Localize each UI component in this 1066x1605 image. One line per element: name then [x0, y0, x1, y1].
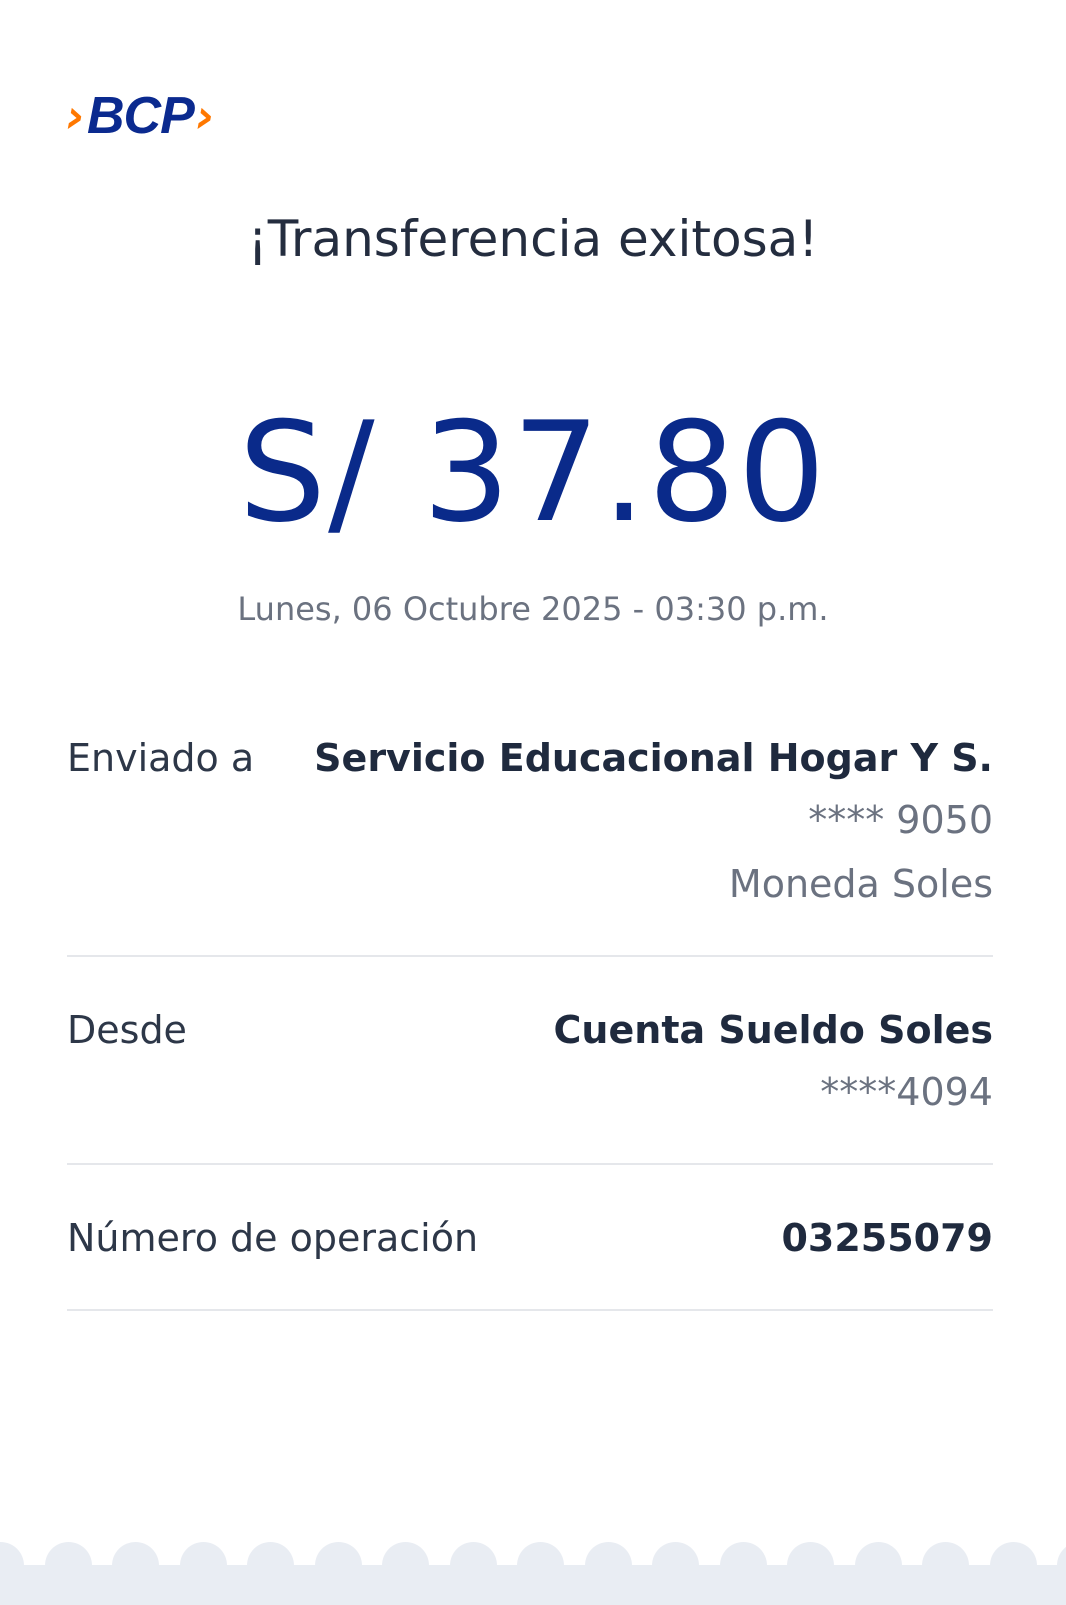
divider	[67, 1309, 993, 1311]
bcp-logo: › BCP ›	[66, 90, 215, 142]
divider	[67, 1163, 993, 1165]
transfer-amount: S/ 37.80	[238, 392, 828, 553]
recipient-account: **** 9050	[808, 798, 993, 842]
from-label: Desde	[67, 1008, 187, 1052]
transfer-datetime: Lunes, 06 Octubre 2025 - 03:30 p.m.	[237, 590, 829, 628]
source-account-name: Cuenta Sueldo Soles	[553, 1008, 993, 1052]
logo-text: BCP	[86, 87, 195, 145]
logo-chevron-right-icon: ›	[195, 89, 215, 143]
operation-number: 03255079	[781, 1216, 993, 1260]
sent-to-label: Enviado a	[67, 736, 255, 780]
divider	[67, 955, 993, 957]
logo-chevron-left-icon: ›	[66, 89, 85, 143]
page-title: ¡Transferencia exitosa!	[247, 210, 819, 268]
receipt-footer-band	[0, 1565, 1066, 1605]
operation-label: Número de operación	[67, 1216, 479, 1260]
source-account-number: ****4094	[820, 1070, 993, 1114]
recipient-name: Servicio Educacional Hogar Y S.	[314, 736, 993, 780]
recipient-currency: Moneda Soles	[728, 862, 993, 906]
